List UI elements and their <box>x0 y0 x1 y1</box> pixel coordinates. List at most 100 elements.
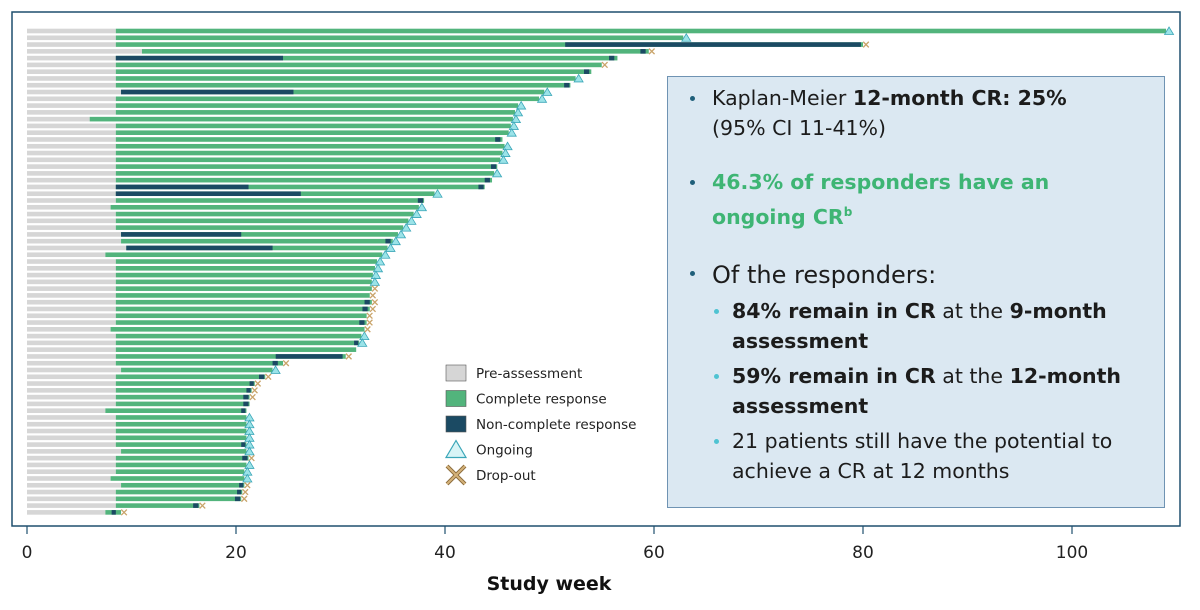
patient-row <box>27 198 425 203</box>
pre-assessment-bar <box>27 55 116 61</box>
patient-row <box>27 277 381 286</box>
km-confidence-interval: (95% CI 11-41%) <box>712 116 886 140</box>
non-complete-response-bar <box>115 55 284 61</box>
legend-swatch <box>445 364 467 382</box>
pre-assessment-bar <box>27 82 116 88</box>
dropout-marker <box>120 509 128 516</box>
non-complete-response-bar <box>121 89 294 95</box>
pre-assessment-bar <box>27 266 116 271</box>
non-complete-response-bar <box>362 306 368 312</box>
pre-assessment-bar <box>27 130 116 135</box>
ongoing-marker <box>395 229 407 239</box>
complete-response-bar <box>115 381 255 386</box>
non-complete-response-bar <box>490 164 497 169</box>
km-prefix: Kaplan-Meier <box>712 86 853 110</box>
complete-response-bar <box>115 76 576 81</box>
ongoing-marker <box>432 188 443 198</box>
patient-row <box>27 114 522 124</box>
complete-response-bar <box>105 252 383 258</box>
complete-response-bar <box>115 462 247 468</box>
non-complete-response-bar <box>115 184 249 190</box>
dropout-marker <box>199 502 206 509</box>
pre-assessment-bar <box>27 299 116 305</box>
non-complete-response-bar <box>239 482 244 488</box>
pre-assessment-bar <box>27 191 116 197</box>
patient-row <box>27 502 206 509</box>
non-complete-response-bar <box>111 510 116 515</box>
pre-assessment-bar <box>27 360 116 366</box>
ongoing-marker <box>1163 26 1175 35</box>
ongoing-marker <box>385 243 396 252</box>
ongoing-marker <box>406 216 417 225</box>
complete-response-bar <box>115 428 247 434</box>
complete-response-bar <box>115 110 516 115</box>
patient-row <box>27 473 253 483</box>
complete-response-bar <box>115 218 409 224</box>
bullet-of-responders: Of the responders: 84% remain in CR at t… <box>686 258 1150 486</box>
ongoing-marker <box>244 460 255 469</box>
non-complete-response-bar <box>249 381 254 386</box>
ongoing-marker <box>512 107 524 117</box>
ongoing-marker <box>515 100 527 110</box>
non-complete-response-bar <box>564 82 570 88</box>
ongoing-icon <box>444 439 468 459</box>
pre-assessment-bar <box>27 143 116 149</box>
ongoing-marker <box>536 94 548 103</box>
pre-assessment-bar <box>27 449 122 454</box>
complete-response-bar <box>115 333 362 339</box>
non-complete-response-bar <box>583 69 590 74</box>
pre-assessment-bar <box>27 462 116 468</box>
complete-response-bar <box>115 42 863 47</box>
pre-assessment-bar <box>27 171 116 176</box>
legend-swatch <box>445 390 467 407</box>
ongoing-marker <box>498 155 509 164</box>
pre-assessment-bar <box>27 435 116 441</box>
complete-response-bar <box>115 286 372 291</box>
x-tick-label: 100 <box>1056 543 1088 563</box>
complete-response-bar <box>115 103 519 108</box>
complete-response-bar <box>115 401 250 407</box>
complete-response-bar <box>115 150 503 156</box>
pre-assessment-bar <box>27 496 116 502</box>
patient-row <box>27 155 509 164</box>
complete-response-bar <box>115 374 266 380</box>
patient-row <box>27 495 248 503</box>
ongoing-marker <box>502 141 513 151</box>
pre-assessment-bar <box>27 245 127 251</box>
pre-assessment-bar <box>27 415 116 420</box>
non-complete-response-bar <box>241 442 246 447</box>
x-tick-label: 40 <box>434 543 456 563</box>
pre-assessment-bar <box>27 408 106 413</box>
complete-response-bar <box>115 299 372 305</box>
pre-assessment-bar <box>27 232 122 237</box>
patient-row <box>27 82 571 88</box>
non-complete-response-bar <box>237 489 242 495</box>
legend-label: Pre-assessment <box>476 366 582 382</box>
patient-row <box>27 26 1175 35</box>
dropout-marker <box>251 387 258 394</box>
sub-bullet-12-month: 59% remain in CR at the 12-month assessm… <box>712 361 1150 421</box>
non-complete-response-bar <box>495 137 501 142</box>
patient-row <box>27 419 255 429</box>
non-complete-response-bar <box>484 177 490 183</box>
pre-assessment-bar <box>27 259 116 264</box>
pre-assessment-bar <box>27 35 116 41</box>
patient-row <box>27 373 272 381</box>
patient-row <box>27 270 382 279</box>
ongoing-marker <box>510 114 522 124</box>
complete-response-bar <box>115 496 242 502</box>
patient-row <box>27 305 377 313</box>
complete-response-bar <box>115 157 501 163</box>
pre-assessment-bar <box>27 116 90 122</box>
non-complete-response-bar <box>354 340 359 346</box>
ongoing-marker <box>369 277 381 286</box>
ongoing-marker <box>374 256 386 266</box>
complete-response-bar <box>115 421 247 427</box>
complete-response-bar <box>115 306 370 312</box>
complete-response-bar <box>121 482 245 488</box>
dropout-marker <box>248 454 255 462</box>
plot-frame <box>11 11 1181 527</box>
patient-row <box>27 488 249 496</box>
complete-response-bar <box>115 354 346 359</box>
